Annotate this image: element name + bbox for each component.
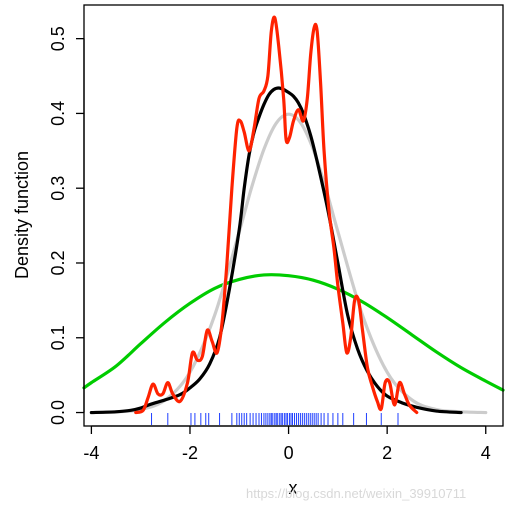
y-tick-label: 0.1: [48, 325, 68, 350]
x-tick-label: 2: [382, 443, 392, 463]
x-tick-label: 4: [481, 443, 491, 463]
x-tick-label: -2: [182, 443, 198, 463]
y-tick-label: 0.5: [48, 26, 68, 51]
series-layer: [82, 15, 505, 415]
y-axis-label: Density function: [12, 151, 32, 279]
y-tick-label: 0.2: [48, 250, 68, 275]
y-tick-label: 0.0: [48, 400, 68, 425]
watermark-text: https://blog.csdn.net/weixin_39910711: [246, 486, 467, 501]
y-axis: 0.0 0.1 0.2 0.3 0.4 0.5: [48, 26, 85, 425]
y-tick-label: 0.3: [48, 176, 68, 201]
density-curve-4: [134, 15, 419, 415]
x-axis: -4 -2 0 2 4: [83, 425, 491, 463]
density-curve-2: [89, 112, 488, 415]
density-curve-3: [89, 86, 463, 415]
y-tick-label: 0.4: [48, 101, 68, 126]
plot-frame: [83, 4, 504, 427]
x-tick-label: 0: [284, 443, 294, 463]
density-curve-1: [82, 273, 505, 392]
rug-layer: [151, 413, 399, 425]
x-axis-label: x: [289, 478, 298, 498]
x-tick-label: -4: [83, 443, 99, 463]
